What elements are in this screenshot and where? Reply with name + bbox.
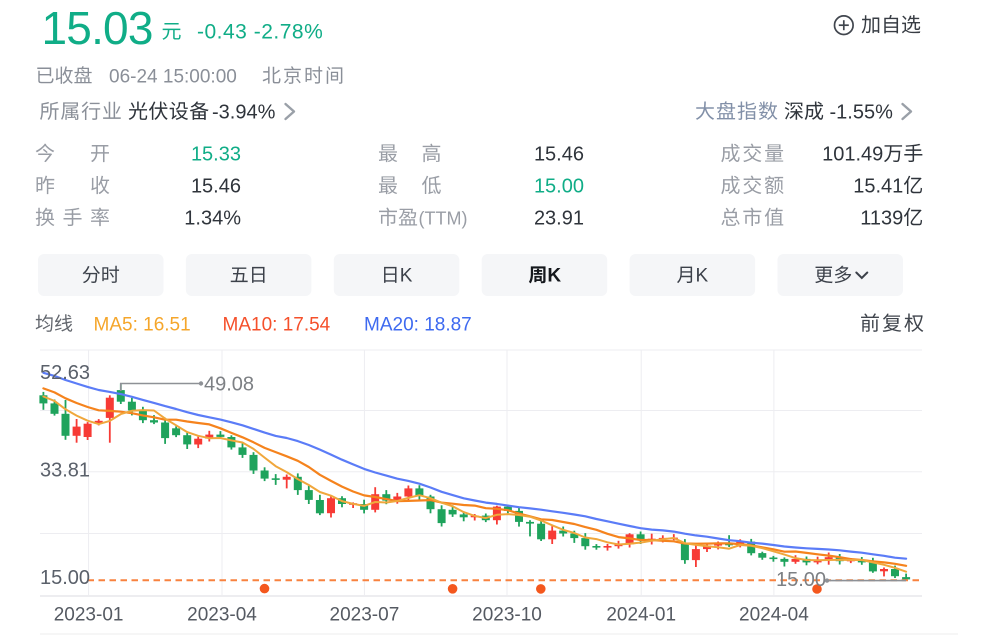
svg-text:K: K bbox=[400, 266, 413, 287]
svg-text:1139: 1139 bbox=[860, 208, 903, 230]
svg-text:(TTM): (TTM) bbox=[419, 209, 468, 229]
svg-text:K: K bbox=[696, 266, 709, 287]
svg-text:15.41: 15.41 bbox=[853, 176, 903, 198]
svg-text:MA5: 16.51: MA5: 16.51 bbox=[94, 314, 191, 335]
svg-text:15.00: 15.00 bbox=[776, 569, 826, 591]
svg-text:-0.43 -2.78%: -0.43 -2.78% bbox=[197, 21, 323, 44]
svg-text:2023-04: 2023-04 bbox=[187, 605, 257, 626]
svg-text:06-24 15:00:00: 06-24 15:00:00 bbox=[109, 66, 237, 87]
svg-text:2024-01: 2024-01 bbox=[606, 605, 676, 626]
svg-text:15.03: 15.03 bbox=[42, 2, 153, 54]
svg-text:2023-07: 2023-07 bbox=[330, 605, 400, 626]
svg-text:52.63: 52.63 bbox=[40, 362, 90, 384]
svg-text:15.33: 15.33 bbox=[191, 144, 241, 166]
svg-text:K: K bbox=[547, 266, 561, 287]
svg-text:2024-04: 2024-04 bbox=[739, 605, 809, 626]
svg-text:2023-01: 2023-01 bbox=[54, 605, 124, 626]
svg-text:15.00: 15.00 bbox=[534, 176, 584, 198]
svg-text:2023-10: 2023-10 bbox=[472, 605, 542, 626]
svg-text:MA10: 17.54: MA10: 17.54 bbox=[223, 314, 331, 335]
svg-text:-1.55%: -1.55% bbox=[830, 101, 894, 123]
svg-text:1.34%: 1.34% bbox=[184, 208, 241, 230]
svg-text:15.46: 15.46 bbox=[191, 176, 241, 198]
svg-text:-3.94%: -3.94% bbox=[212, 101, 276, 123]
svg-text:49.08: 49.08 bbox=[204, 374, 254, 396]
svg-text:23.91: 23.91 bbox=[534, 208, 584, 230]
svg-text:15.46: 15.46 bbox=[534, 144, 584, 166]
svg-text:15.00: 15.00 bbox=[40, 567, 90, 589]
svg-text:33.81: 33.81 bbox=[40, 460, 90, 482]
svg-text:MA20: 18.87: MA20: 18.87 bbox=[364, 314, 472, 335]
svg-text:101.49: 101.49 bbox=[822, 144, 883, 166]
